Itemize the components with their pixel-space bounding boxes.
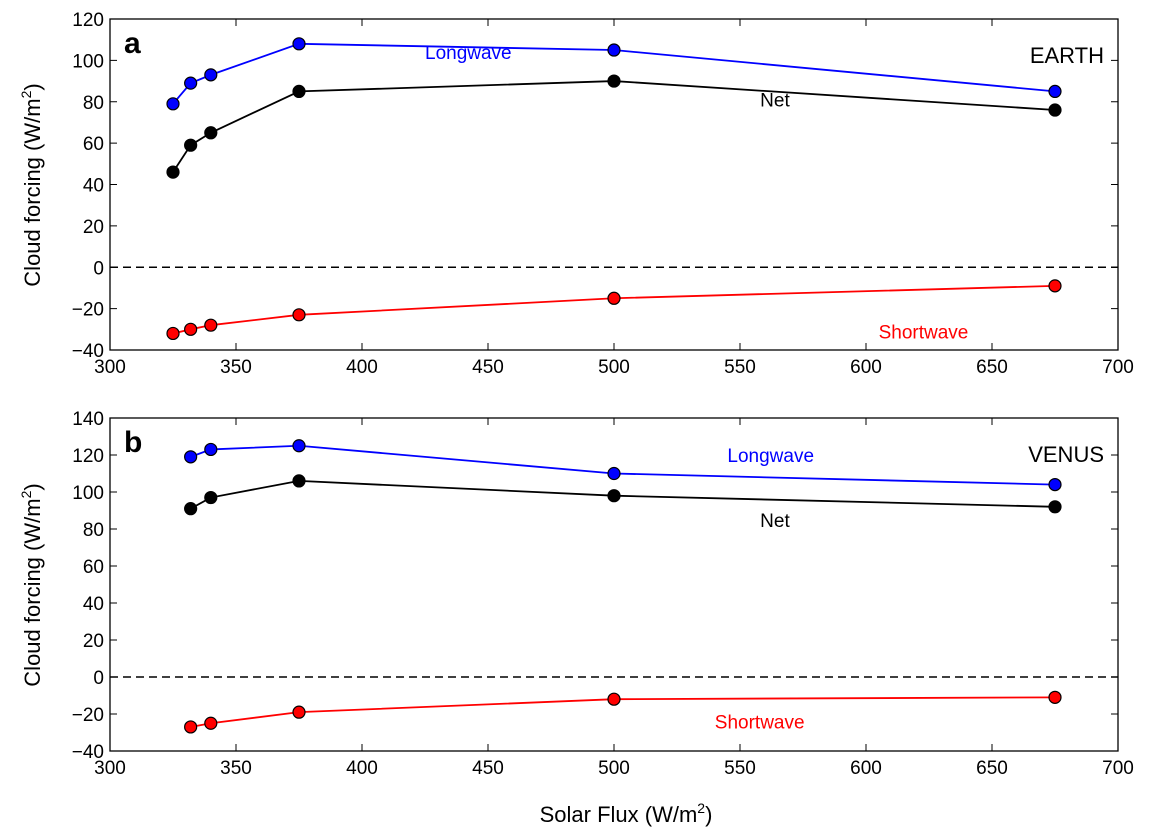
panel-b-ytick-label: −20: [72, 705, 104, 726]
panel-b-net-point: [1048, 500, 1062, 514]
panel-a-planet-label: EARTH: [1030, 43, 1104, 68]
panel-b-shortwave-point: [184, 720, 198, 734]
panel-a-longwave-point: [1048, 84, 1062, 99]
panel-b-y-axis-title: Cloud forcing (W/m2): [18, 483, 45, 686]
panel-a-xtick-label: 650: [976, 357, 1008, 378]
panel-b-longwave-label: Longwave: [727, 446, 814, 467]
panel-b: 300 350 400 450 500 550 600 650 700 −40 −20 0 20 40 60…: [18, 409, 1134, 779]
panel-a-shortwave-point: [292, 308, 306, 322]
panel-b-xtick-label: 550: [724, 758, 756, 779]
panel-b-net-point: [204, 490, 218, 505]
panel-b-ytick-label: 60: [83, 557, 104, 578]
panel-a-xtick-label: 450: [472, 357, 504, 378]
panel-a-shortwave-point: [1048, 279, 1062, 293]
panel-a-shortwave-label: Shortwave: [879, 322, 969, 343]
panel-a-xtick-label: 400: [346, 357, 378, 378]
panel-b-shortwave-point: [1048, 690, 1062, 704]
panel-a-net-label: Net: [760, 91, 790, 112]
panel-b-longwave-point: [184, 450, 198, 464]
panel-b-net-point: [184, 502, 198, 516]
panel-b-shortwave-label: Shortwave: [715, 712, 805, 733]
panel-a-ytick-label: −20: [72, 300, 104, 321]
panel-b-xtick-label: 600: [850, 758, 882, 779]
panel-b-ytick-label: 0: [93, 668, 104, 689]
panel-a-ytick-label: 40: [83, 176, 104, 197]
panel-a-ytick-label: −40: [72, 341, 104, 362]
panel-a-xtick-label: 700: [1102, 357, 1134, 378]
panel-b-xtick-label: 700: [1102, 758, 1134, 779]
panel-a-net-point: [184, 138, 198, 152]
panel-b-longwave-point: [1048, 478, 1062, 492]
panel-b-net-line: [190, 479, 1056, 510]
panel-b-xtick-label: 650: [976, 758, 1008, 779]
panel-a-net-point: [1048, 103, 1062, 117]
panel-a-net-point: [292, 84, 306, 99]
panel-a-ytick-label: 120: [72, 10, 104, 31]
panel-b-shortwave-point: [292, 705, 306, 719]
panel-b-net-point: [607, 489, 621, 503]
panel-b-xtick-label: 400: [346, 758, 378, 779]
panel-a-shortwave-point: [166, 326, 180, 341]
panel-a-ytick-label: 60: [83, 134, 104, 155]
panel-b-ytick-label: 40: [83, 594, 104, 615]
panel-b-xtick-label: 350: [220, 758, 252, 779]
panel-a-ytick-label: 0: [93, 258, 104, 279]
panel-b-longwave-line: [190, 444, 1056, 486]
panel-b-longwave-point: [292, 439, 306, 453]
panel-a-longwave-point: [204, 68, 218, 82]
panel-b-xtick-label: 450: [472, 758, 504, 779]
panel-b-ytick-label: 100: [72, 483, 104, 504]
panel-a-net-point: [166, 165, 180, 179]
panel-b-ytick-label: −40: [72, 742, 104, 763]
panel-a-letter: a: [124, 27, 141, 60]
panel-b-shortwave-point: [607, 692, 621, 706]
panel-a-ytick-label: 100: [72, 51, 104, 72]
panel-a-longwave-point: [607, 43, 621, 57]
panel-a-shortwave-point: [204, 318, 218, 332]
panel-b-net-point: [292, 474, 306, 488]
panel-b-ytick-label: 80: [83, 520, 104, 541]
panel-a-net-point: [607, 74, 621, 88]
panel-b-shortwave-point: [204, 716, 218, 730]
panel-b-longwave-point: [607, 466, 621, 481]
panel-a-shortwave-point: [184, 322, 198, 336]
panel-b-longwave-point: [204, 442, 218, 457]
panel-b-letter: b: [124, 426, 142, 459]
panel-a-longwave-point: [166, 97, 180, 111]
panel-b-net-label: Net: [760, 511, 790, 532]
panel-a-ytick-label: 20: [83, 217, 104, 238]
panel-a-y-axis-title: Cloud forcing (W/m2): [18, 83, 45, 286]
panel-a-shortwave-point: [607, 291, 621, 305]
panel-a-longwave-label: Longwave: [425, 43, 512, 64]
panel-a-net-line: [172, 80, 1056, 173]
panel-b-planet-label: VENUS: [1028, 442, 1104, 467]
x-axis-title: Solar Flux (W/m2): [540, 800, 713, 827]
panel-a-longwave-point: [292, 37, 306, 51]
panel-b-xtick-label: 300: [94, 758, 126, 779]
panel-a-net-point: [204, 126, 218, 140]
panel-b-ytick-label: 140: [72, 409, 104, 430]
panel-b-ytick-label: 20: [83, 631, 104, 652]
panel-b-ytick-label: 120: [72, 446, 104, 467]
panel-a-longwave-point: [184, 76, 198, 90]
panel-b-xtick-label: 500: [598, 758, 630, 779]
panel-a-xtick-label: 500: [598, 357, 630, 378]
panel-a-xtick-label: 350: [220, 357, 252, 378]
panel-b-shortwave-line: [190, 696, 1056, 728]
panel-a-xtick-label: 600: [850, 357, 882, 378]
panel-a-ytick-label: 80: [83, 93, 104, 114]
panel-a: 300 350 400 450 500 550 600 650 700 −40 −20 0 20 40 60…: [18, 10, 1134, 378]
panel-a-xtick-label: 550: [724, 357, 756, 378]
panel-a-xtick-label: 300: [94, 357, 126, 378]
